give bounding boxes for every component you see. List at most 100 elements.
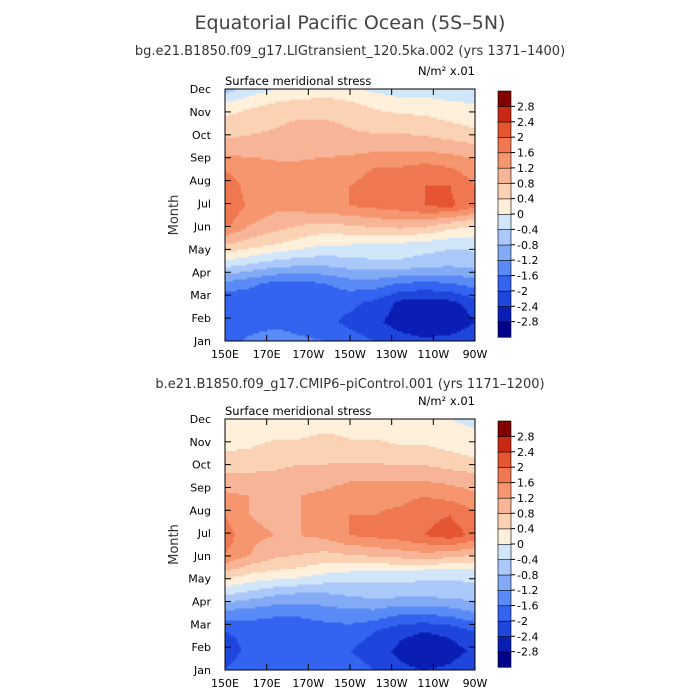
- heatmap-cell: [303, 309, 306, 312]
- heatmap-cell: [287, 303, 290, 306]
- heatmap-cell: [235, 335, 238, 338]
- heatmap-cell: [459, 287, 462, 290]
- heatmap-cell: [261, 279, 264, 282]
- heatmap-cell: [325, 301, 328, 304]
- heatmap-cell: [373, 293, 376, 296]
- heatmap-cell: [271, 307, 274, 310]
- heatmap-cell: [253, 273, 256, 276]
- heatmap-cell: [371, 307, 374, 310]
- heatmap-cell: [437, 307, 440, 310]
- heatmap-cell: [391, 285, 394, 288]
- heatmap-cell: [347, 315, 350, 318]
- heatmap-cell: [291, 339, 294, 342]
- heatmap-cell: [269, 337, 272, 340]
- heatmap-cell: [247, 285, 250, 288]
- heatmap-cell: [291, 263, 294, 266]
- heatmap-cell: [265, 313, 268, 316]
- heatmap-cell: [391, 339, 394, 342]
- heatmap-cell: [303, 285, 306, 288]
- heatmap-cell: [415, 313, 418, 316]
- heatmap-cell: [321, 281, 324, 284]
- heatmap-cell: [309, 263, 312, 266]
- heatmap-cell: [443, 273, 446, 276]
- heatmap-cell: [383, 281, 386, 284]
- heatmap-cell: [285, 295, 288, 298]
- heatmap-cell: [227, 279, 230, 282]
- heatmap-cell: [243, 311, 246, 314]
- heatmap-cell: [329, 263, 332, 266]
- heatmap-cell: [273, 289, 276, 292]
- heatmap-cell: [359, 337, 362, 340]
- heatmap-cell: [273, 319, 276, 322]
- heatmap-cell: [433, 305, 436, 308]
- heatmap-cell: [313, 315, 316, 318]
- heatmap-cell: [229, 309, 232, 312]
- heatmap-cell: [341, 309, 344, 312]
- heatmap-cell: [273, 295, 276, 298]
- heatmap-cell: [269, 291, 272, 294]
- heatmap-cell: [347, 279, 350, 282]
- heatmap-cell: [409, 289, 412, 292]
- heatmap-cell: [443, 303, 446, 306]
- heatmap-cell: [251, 301, 254, 304]
- heatmap-cell: [343, 337, 346, 340]
- heatmap-cell: [397, 307, 400, 310]
- heatmap-cell: [337, 295, 340, 298]
- heatmap-cell: [253, 275, 256, 278]
- heatmap-cell: [235, 315, 238, 318]
- heatmap-cell: [453, 291, 456, 294]
- heatmap-cell: [453, 297, 456, 300]
- heatmap-cell: [231, 297, 234, 300]
- heatmap-cell: [467, 263, 470, 266]
- heatmap-cell: [253, 311, 256, 314]
- heatmap-cell: [307, 287, 310, 290]
- heatmap-cell: [251, 317, 254, 320]
- heatmap-cell: [381, 267, 384, 270]
- heatmap-cell: [253, 267, 256, 270]
- heatmap-cell: [371, 285, 374, 288]
- heatmap-cell: [349, 265, 352, 268]
- heatmap-cell: [431, 327, 434, 330]
- heatmap-cell: [257, 277, 260, 280]
- heatmap-cell: [247, 261, 250, 264]
- heatmap-cell: [365, 261, 368, 264]
- heatmap-cell: [277, 283, 280, 286]
- heatmap-cell: [335, 321, 338, 324]
- heatmap-cell: [461, 333, 464, 336]
- heatmap-cell: [413, 327, 416, 330]
- heatmap-cell: [459, 297, 462, 300]
- heatmap-cell: [233, 317, 236, 320]
- heatmap-cell: [467, 293, 470, 296]
- heatmap-cell: [435, 285, 438, 288]
- heatmap-cell: [335, 327, 338, 330]
- heatmap-cell: [367, 339, 370, 342]
- heatmap-cell: [381, 287, 384, 290]
- heatmap-cell: [389, 291, 392, 294]
- heatmap-cell: [265, 279, 268, 282]
- heatmap-cell: [449, 305, 452, 308]
- heatmap-cell: [277, 279, 280, 282]
- heatmap-cell: [255, 287, 258, 290]
- heatmap-cell: [313, 269, 316, 272]
- heatmap-cell: [321, 305, 324, 308]
- heatmap-cell: [449, 269, 452, 272]
- heatmap-cell: [231, 287, 234, 290]
- heatmap-cell: [411, 331, 414, 334]
- heatmap-cell: [407, 313, 410, 316]
- heatmap-cell: [315, 265, 318, 268]
- heatmap-cell: [297, 281, 300, 284]
- heatmap-cell: [469, 279, 472, 282]
- heatmap-cell: [317, 271, 320, 274]
- heatmap-cell: [381, 319, 384, 322]
- heatmap-cell: [371, 321, 374, 324]
- heatmap-cell: [457, 279, 460, 282]
- heatmap-cell: [363, 315, 366, 318]
- heatmap-cell: [247, 281, 250, 284]
- heatmap-cell: [287, 301, 290, 304]
- heatmap-cell: [363, 283, 366, 286]
- heatmap-cell: [241, 317, 244, 320]
- heatmap-cell: [327, 319, 330, 322]
- heatmap-cell: [277, 303, 280, 306]
- heatmap-cell: [351, 305, 354, 308]
- heatmap-cell: [385, 263, 388, 266]
